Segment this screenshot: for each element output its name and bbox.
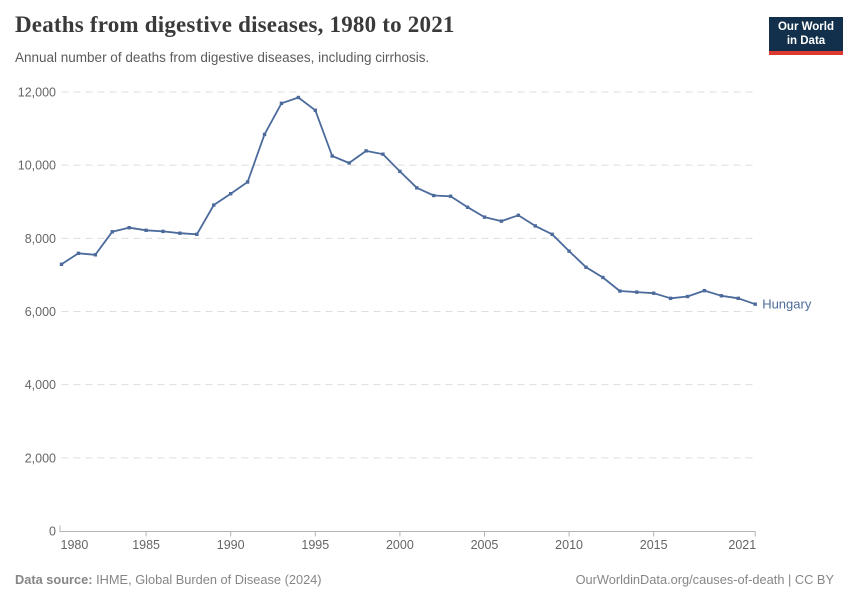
data-source-label: Data source:: [15, 572, 93, 587]
entity-label: Hungary: [762, 297, 812, 312]
data-point: [279, 101, 284, 106]
footer-link[interactable]: OurWorldinData.org/causes-of-death | CC …: [575, 572, 834, 587]
data-line: [60, 96, 757, 306]
data-point: [584, 265, 588, 269]
data-point: [719, 294, 724, 298]
data-point: [110, 230, 114, 234]
data-point: [262, 132, 267, 137]
data-point: [93, 253, 98, 257]
data-point: [465, 205, 470, 209]
data-point: [161, 229, 165, 234]
y-tick-label: 10,000: [18, 159, 56, 173]
data-point: [432, 193, 436, 198]
x-tick-label: 1995: [301, 538, 329, 552]
data-point: [618, 289, 622, 293]
data-point: [736, 296, 740, 301]
data-point: [296, 95, 301, 100]
x-tick-label: 1985: [132, 538, 160, 552]
data-point: [415, 186, 419, 190]
data-point: [59, 262, 64, 267]
data-point: [482, 215, 487, 219]
chart-title: Deaths from digestive diseases, 1980 to …: [15, 12, 455, 37]
data-source-text: IHME, Global Burden of Disease (2024): [92, 572, 322, 587]
data-source: Data source: IHME, Global Burden of Dise…: [15, 572, 322, 587]
x-tick-label: 2010: [555, 538, 583, 552]
data-point: [195, 232, 199, 237]
x-tick-label: 1990: [217, 538, 245, 552]
data-point: [313, 108, 317, 112]
data-point: [567, 249, 571, 253]
data-point: [499, 219, 504, 223]
owid-logo: Our World in Data: [769, 17, 843, 55]
chart-footer: Data source: IHME, Global Burden of Dise…: [15, 572, 834, 587]
data-point: [685, 294, 690, 299]
owid-logo-line2: in Data: [786, 34, 826, 47]
x-tick-label: 2005: [471, 538, 499, 552]
data-point: [398, 169, 402, 174]
data-point: [448, 194, 453, 198]
y-tick-label: 8,000: [25, 232, 56, 246]
data-point: [228, 192, 233, 196]
x-tick-label: 1980: [61, 538, 89, 552]
data-point: [550, 232, 554, 237]
data-point: [651, 291, 656, 295]
x-tick-label: 2015: [640, 538, 668, 552]
y-tick-label: 12,000: [18, 86, 56, 100]
data-point: [381, 152, 385, 156]
x-tick-label: 2000: [386, 538, 414, 552]
y-tick-label: 6,000: [25, 305, 56, 319]
data-point: [127, 226, 131, 230]
data-point: [347, 161, 351, 165]
owid-logo-box: Our World in Data: [769, 17, 843, 51]
data-point: [702, 288, 707, 293]
data-point: [635, 290, 639, 294]
data-point: [668, 296, 673, 301]
data-point: [601, 275, 605, 280]
owid-logo-red-stripe: [769, 51, 843, 55]
data-point: [76, 251, 81, 256]
y-tick-label: 0: [49, 525, 56, 539]
x-tick-label: 2021: [728, 538, 756, 552]
data-point: [330, 154, 334, 158]
data-point: [753, 302, 757, 306]
data-point: [245, 180, 250, 184]
data-point: [178, 231, 182, 235]
data-point: [144, 228, 148, 232]
data-point: [364, 149, 368, 153]
y-tick-label: 2,000: [25, 451, 56, 465]
data-point: [533, 224, 537, 228]
data-point: [516, 213, 521, 217]
owid-logo-line1: Our World: [777, 21, 834, 33]
y-tick-label: 4,000: [25, 378, 56, 392]
chart-subtitle: Annual number of deaths from digestive d…: [15, 50, 430, 65]
data-point: [212, 203, 216, 207]
